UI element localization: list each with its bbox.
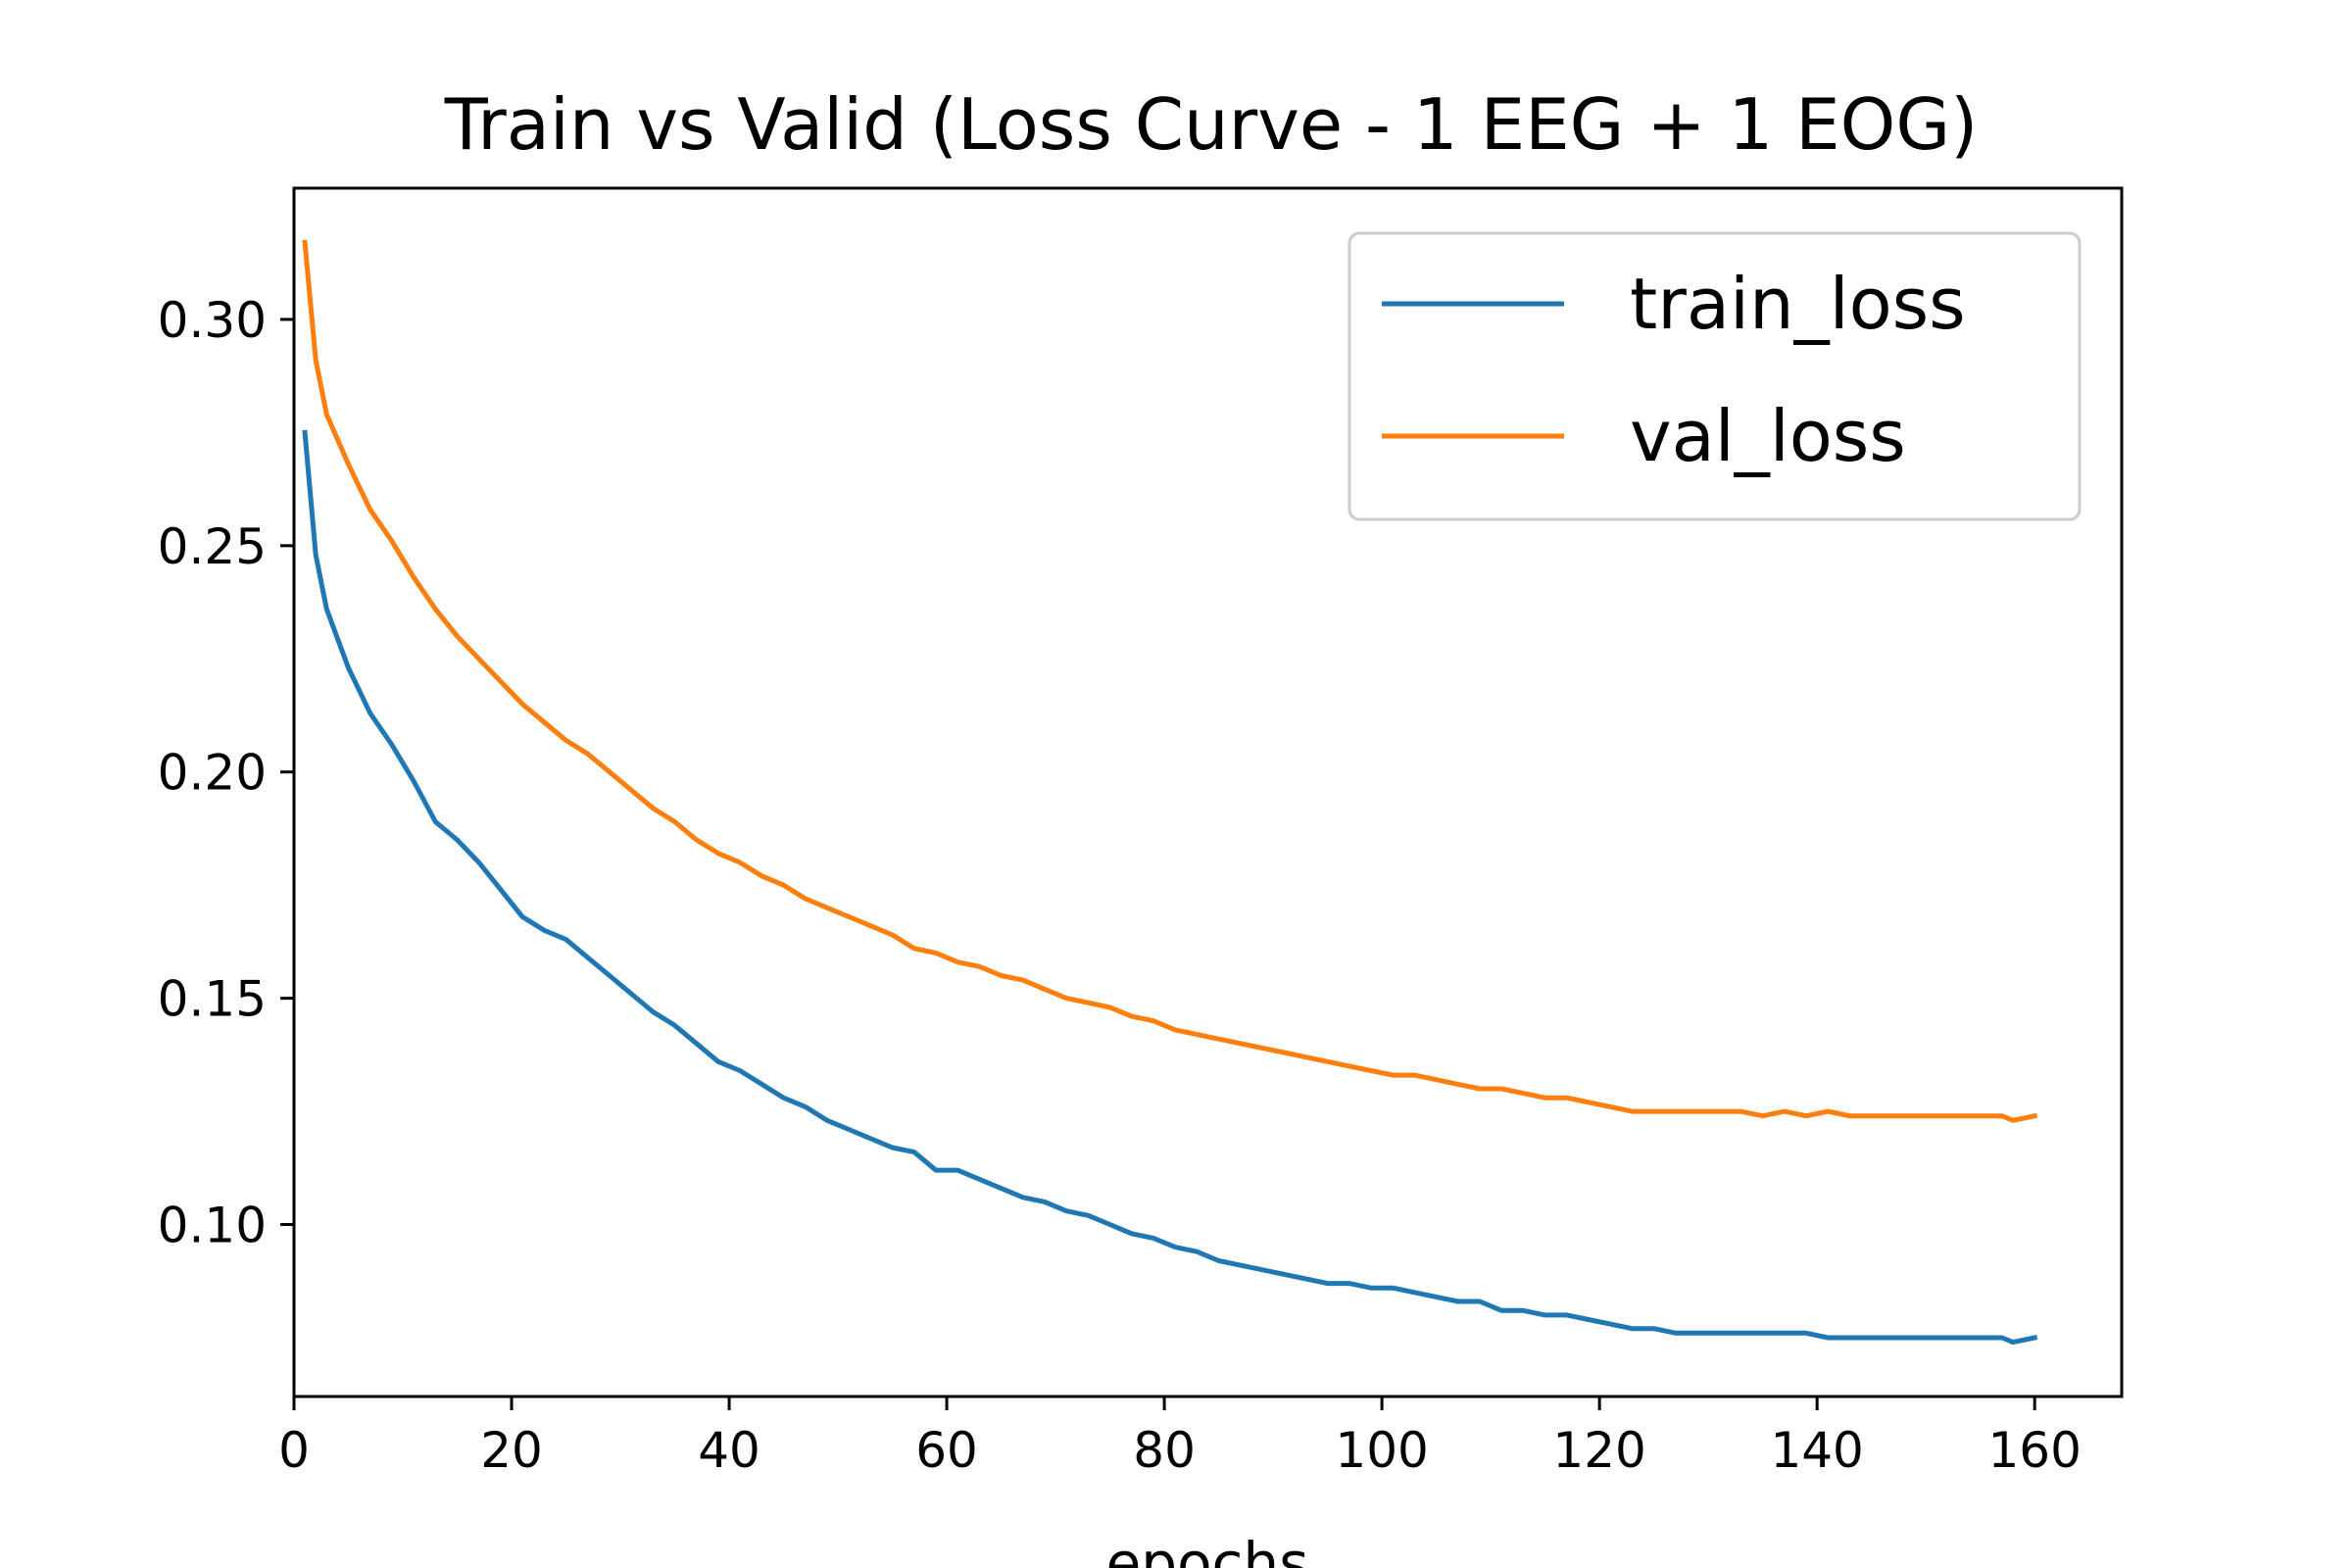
y-tick-label: 0.30 [158, 292, 267, 349]
plot-frame [292, 186, 2124, 1398]
x-axis-label: epochs [1106, 1530, 1309, 1568]
x-tick-label: 40 [698, 1422, 760, 1479]
y-tick-label: 0.20 [158, 745, 267, 802]
x-tick-label: 120 [1552, 1422, 1645, 1479]
legend-label-val_loss: val_loss [1630, 395, 1906, 477]
x-tick-label: 20 [480, 1422, 543, 1479]
legend: train_loss val_loss [1348, 231, 2082, 521]
x-tick-label: 160 [1987, 1422, 2081, 1479]
series-line-train_loss [302, 429, 2038, 1346]
axis-ticks: 0 20 40 60 80 100 120 140 160 0.10 0.15 0.20 0.25 0.3… [158, 292, 2082, 1479]
x-tick-label: 100 [1335, 1422, 1428, 1479]
legend-label-train_loss: train_loss [1630, 263, 1966, 345]
x-tick-label: 140 [1770, 1422, 1863, 1479]
y-tick-label: 0.15 [158, 971, 267, 1028]
y-tick-label: 0.25 [158, 518, 267, 575]
series-line-val_loss [302, 239, 2038, 1123]
plot-area [292, 186, 2124, 1398]
x-tick-label: 60 [915, 1422, 978, 1479]
x-tick-label: 0 [278, 1422, 310, 1479]
series-layer [302, 239, 2038, 1346]
x-tick-label: 80 [1133, 1422, 1196, 1479]
chart-title: Train vs Valid (Loss Curve - 1 EEG + 1 E… [444, 83, 1978, 166]
y-tick-label: 0.10 [158, 1198, 267, 1254]
